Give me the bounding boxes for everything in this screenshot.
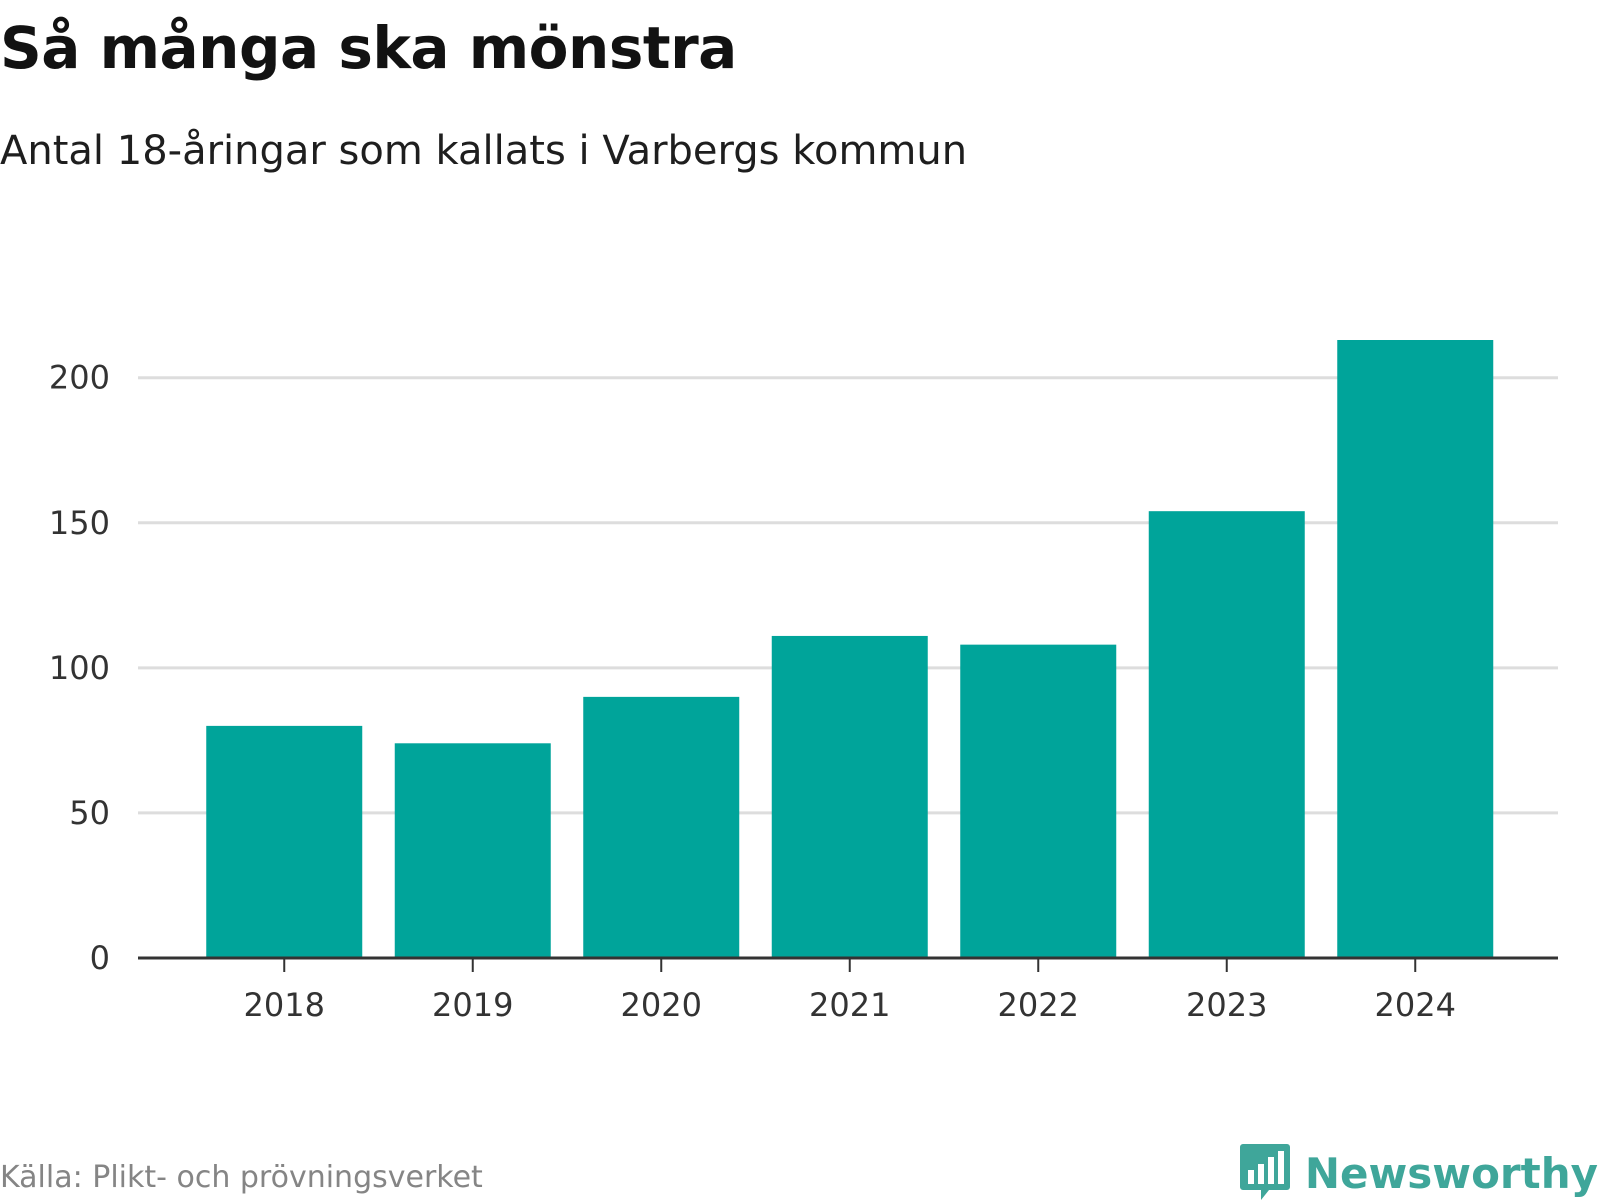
bar-2022 bbox=[960, 644, 1117, 958]
y-tick-label-150: 150 bbox=[49, 504, 110, 542]
source-note: Källa: Plikt- och prövningsverket bbox=[0, 1160, 483, 1195]
bar-2024 bbox=[1337, 340, 1494, 958]
x-tick-label-2019: 2019 bbox=[432, 986, 513, 1024]
bars bbox=[206, 340, 1494, 958]
x-tick-label-2020: 2020 bbox=[621, 986, 702, 1024]
y-tick-label-0: 0 bbox=[90, 939, 110, 977]
brand-name: Newsworthy bbox=[1304, 1148, 1598, 1198]
bar-2023 bbox=[1148, 511, 1305, 958]
bar-2019 bbox=[394, 743, 551, 958]
y-tick-label-100: 100 bbox=[49, 649, 110, 687]
bar-2018 bbox=[206, 725, 363, 958]
chart-subtitle: Antal 18-åringar som kallats i Varbergs … bbox=[0, 128, 968, 174]
x-tick-label-2021: 2021 bbox=[809, 986, 890, 1024]
chart-title: Så många ska mönstra bbox=[0, 14, 737, 82]
bar-chart-bubble-icon bbox=[1239, 1144, 1290, 1200]
y-tick-label-50: 50 bbox=[69, 794, 110, 832]
x-axis bbox=[138, 956, 1558, 972]
x-tick-label-2024: 2024 bbox=[1375, 986, 1456, 1024]
bar-2020 bbox=[583, 696, 740, 958]
bar-chart: 0 50 100 150 200 2018 2019 2020 2021 2022 2023 202… bbox=[49, 340, 1558, 1024]
x-tick-label-2023: 2023 bbox=[1186, 986, 1267, 1024]
x-tick-label-2022: 2022 bbox=[998, 986, 1079, 1024]
x-axis-labels: 2018 2019 2020 2021 2022 2023 2024 bbox=[244, 986, 1456, 1024]
y-axis-labels: 0 50 100 150 200 bbox=[49, 359, 110, 977]
y-tick-label-200: 200 bbox=[49, 359, 110, 397]
brand-logo: Newsworthy bbox=[1239, 1142, 1598, 1204]
x-tick-label-2018: 2018 bbox=[244, 986, 325, 1024]
bar-2021 bbox=[771, 635, 928, 958]
